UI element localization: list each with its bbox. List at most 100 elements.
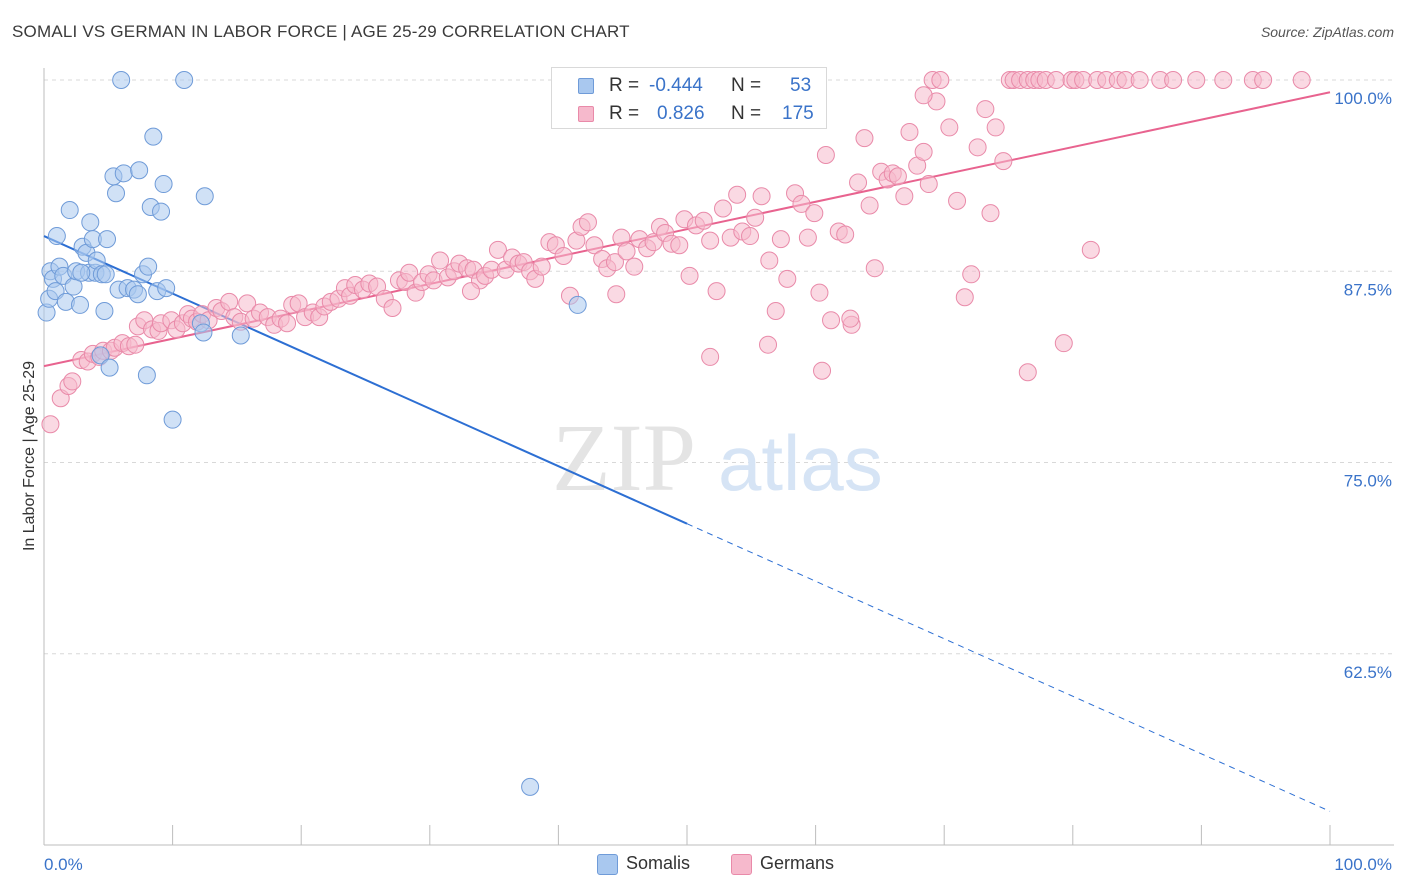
germans-point <box>914 86 933 105</box>
germans-point <box>578 213 597 232</box>
germans-point <box>836 225 855 244</box>
germans-point <box>860 196 879 215</box>
germans-point <box>383 298 402 317</box>
germans-point <box>701 347 720 366</box>
somalis-point <box>568 295 587 314</box>
germans-point <box>849 173 868 192</box>
germans-point <box>759 335 778 354</box>
germans-point <box>760 251 779 270</box>
stats-row-germans: R = 0.826 N = 175 <box>552 100 828 128</box>
somalis-point <box>152 202 171 221</box>
somalis-point <box>163 410 182 429</box>
germans-point <box>400 263 419 282</box>
germans-point <box>822 311 841 330</box>
germans-point <box>948 191 967 210</box>
somalis-trend-line <box>43 235 688 525</box>
germans-point <box>617 242 636 261</box>
germans-point <box>63 372 82 391</box>
germans-point <box>931 71 950 89</box>
germans-point <box>126 335 145 354</box>
y-tick-label: 62.5% <box>1344 663 1392 682</box>
germans-point <box>968 138 987 157</box>
germans-point <box>1054 334 1073 353</box>
somalis-trend-extension <box>686 523 1331 812</box>
stats-row-somalis: R = -0.444 N = 53 <box>552 72 828 100</box>
germans-point <box>919 175 938 194</box>
germans-point <box>810 283 829 302</box>
germans-legend-swatch <box>731 854 752 875</box>
somalis-point <box>114 164 133 183</box>
germans-point <box>278 314 297 333</box>
germans-swatch <box>578 106 594 122</box>
somalis-point <box>95 302 114 321</box>
germans-point <box>694 211 713 230</box>
germans-point <box>778 269 797 288</box>
legend-label: Somalis <box>626 853 691 873</box>
germans-point <box>865 259 884 278</box>
germans-point <box>986 118 1005 137</box>
somalis-point <box>194 323 213 342</box>
series-legend: Somalis Germans <box>0 852 1406 878</box>
germans-point <box>792 194 811 213</box>
germans-point <box>41 415 60 434</box>
grid-lines <box>44 79 1394 655</box>
germans-point <box>238 294 257 313</box>
germans-point <box>220 292 239 311</box>
germans-point <box>607 285 626 304</box>
n-value: 175 <box>782 103 814 124</box>
somalis-point <box>521 777 540 796</box>
watermark-zip: ZIP <box>552 404 696 511</box>
germans-point <box>707 282 726 301</box>
chart-title: SOMALI VS GERMAN IN LABOR FORCE | AGE 25… <box>12 22 630 41</box>
r-value: 0.826 <box>657 103 705 124</box>
germans-point <box>752 187 771 206</box>
y-tick-label: 100.0% <box>1334 89 1392 108</box>
germans-point <box>1214 71 1233 89</box>
somalis-point <box>157 279 176 298</box>
somalis-point <box>231 326 250 345</box>
somalis-point <box>60 201 79 220</box>
germans-point <box>585 236 604 255</box>
germans-point <box>670 236 689 255</box>
germans-point <box>714 199 733 218</box>
somalis-point <box>81 213 100 232</box>
somalis-point <box>137 366 156 385</box>
axes <box>43 68 1394 846</box>
r-label: R = <box>609 103 640 124</box>
n-label: N = <box>731 103 762 124</box>
germans-point <box>741 227 760 246</box>
stats-legend-box: R = -0.444 N = 53 R = 0.826 N = 175 <box>551 67 827 129</box>
germans-point <box>805 204 824 223</box>
germans-point <box>962 265 981 284</box>
germans-point <box>1018 363 1037 382</box>
germans-point <box>1292 71 1311 89</box>
data-points <box>37 71 1311 796</box>
somalis-point <box>128 285 147 304</box>
watermark: ZIP atlas <box>552 404 883 511</box>
somalis-point <box>100 358 119 377</box>
germans-point <box>798 228 817 247</box>
somalis-point <box>144 127 163 146</box>
germans-point <box>813 361 832 380</box>
n-label: N = <box>731 75 762 96</box>
germans-point <box>955 288 974 307</box>
germans-point <box>461 282 480 301</box>
germans-point <box>1164 71 1183 89</box>
somalis-point <box>98 230 117 249</box>
somalis-point <box>130 161 149 180</box>
legend-label: Germans <box>760 853 835 873</box>
germans-point <box>981 204 1000 223</box>
germans-point <box>746 208 765 227</box>
y-tick-label: 87.5% <box>1344 280 1392 299</box>
somalis-point <box>112 71 131 89</box>
germans-point <box>680 266 699 285</box>
r-value: -0.444 <box>649 75 703 96</box>
germans-point <box>841 309 860 328</box>
germans-point <box>940 118 959 137</box>
germans-point <box>855 129 874 148</box>
germans-point <box>766 302 785 321</box>
germans-point <box>728 185 747 204</box>
x-tick-label: 0.0% <box>44 855 83 874</box>
germans-point <box>532 257 551 276</box>
somalis-point <box>175 71 194 89</box>
